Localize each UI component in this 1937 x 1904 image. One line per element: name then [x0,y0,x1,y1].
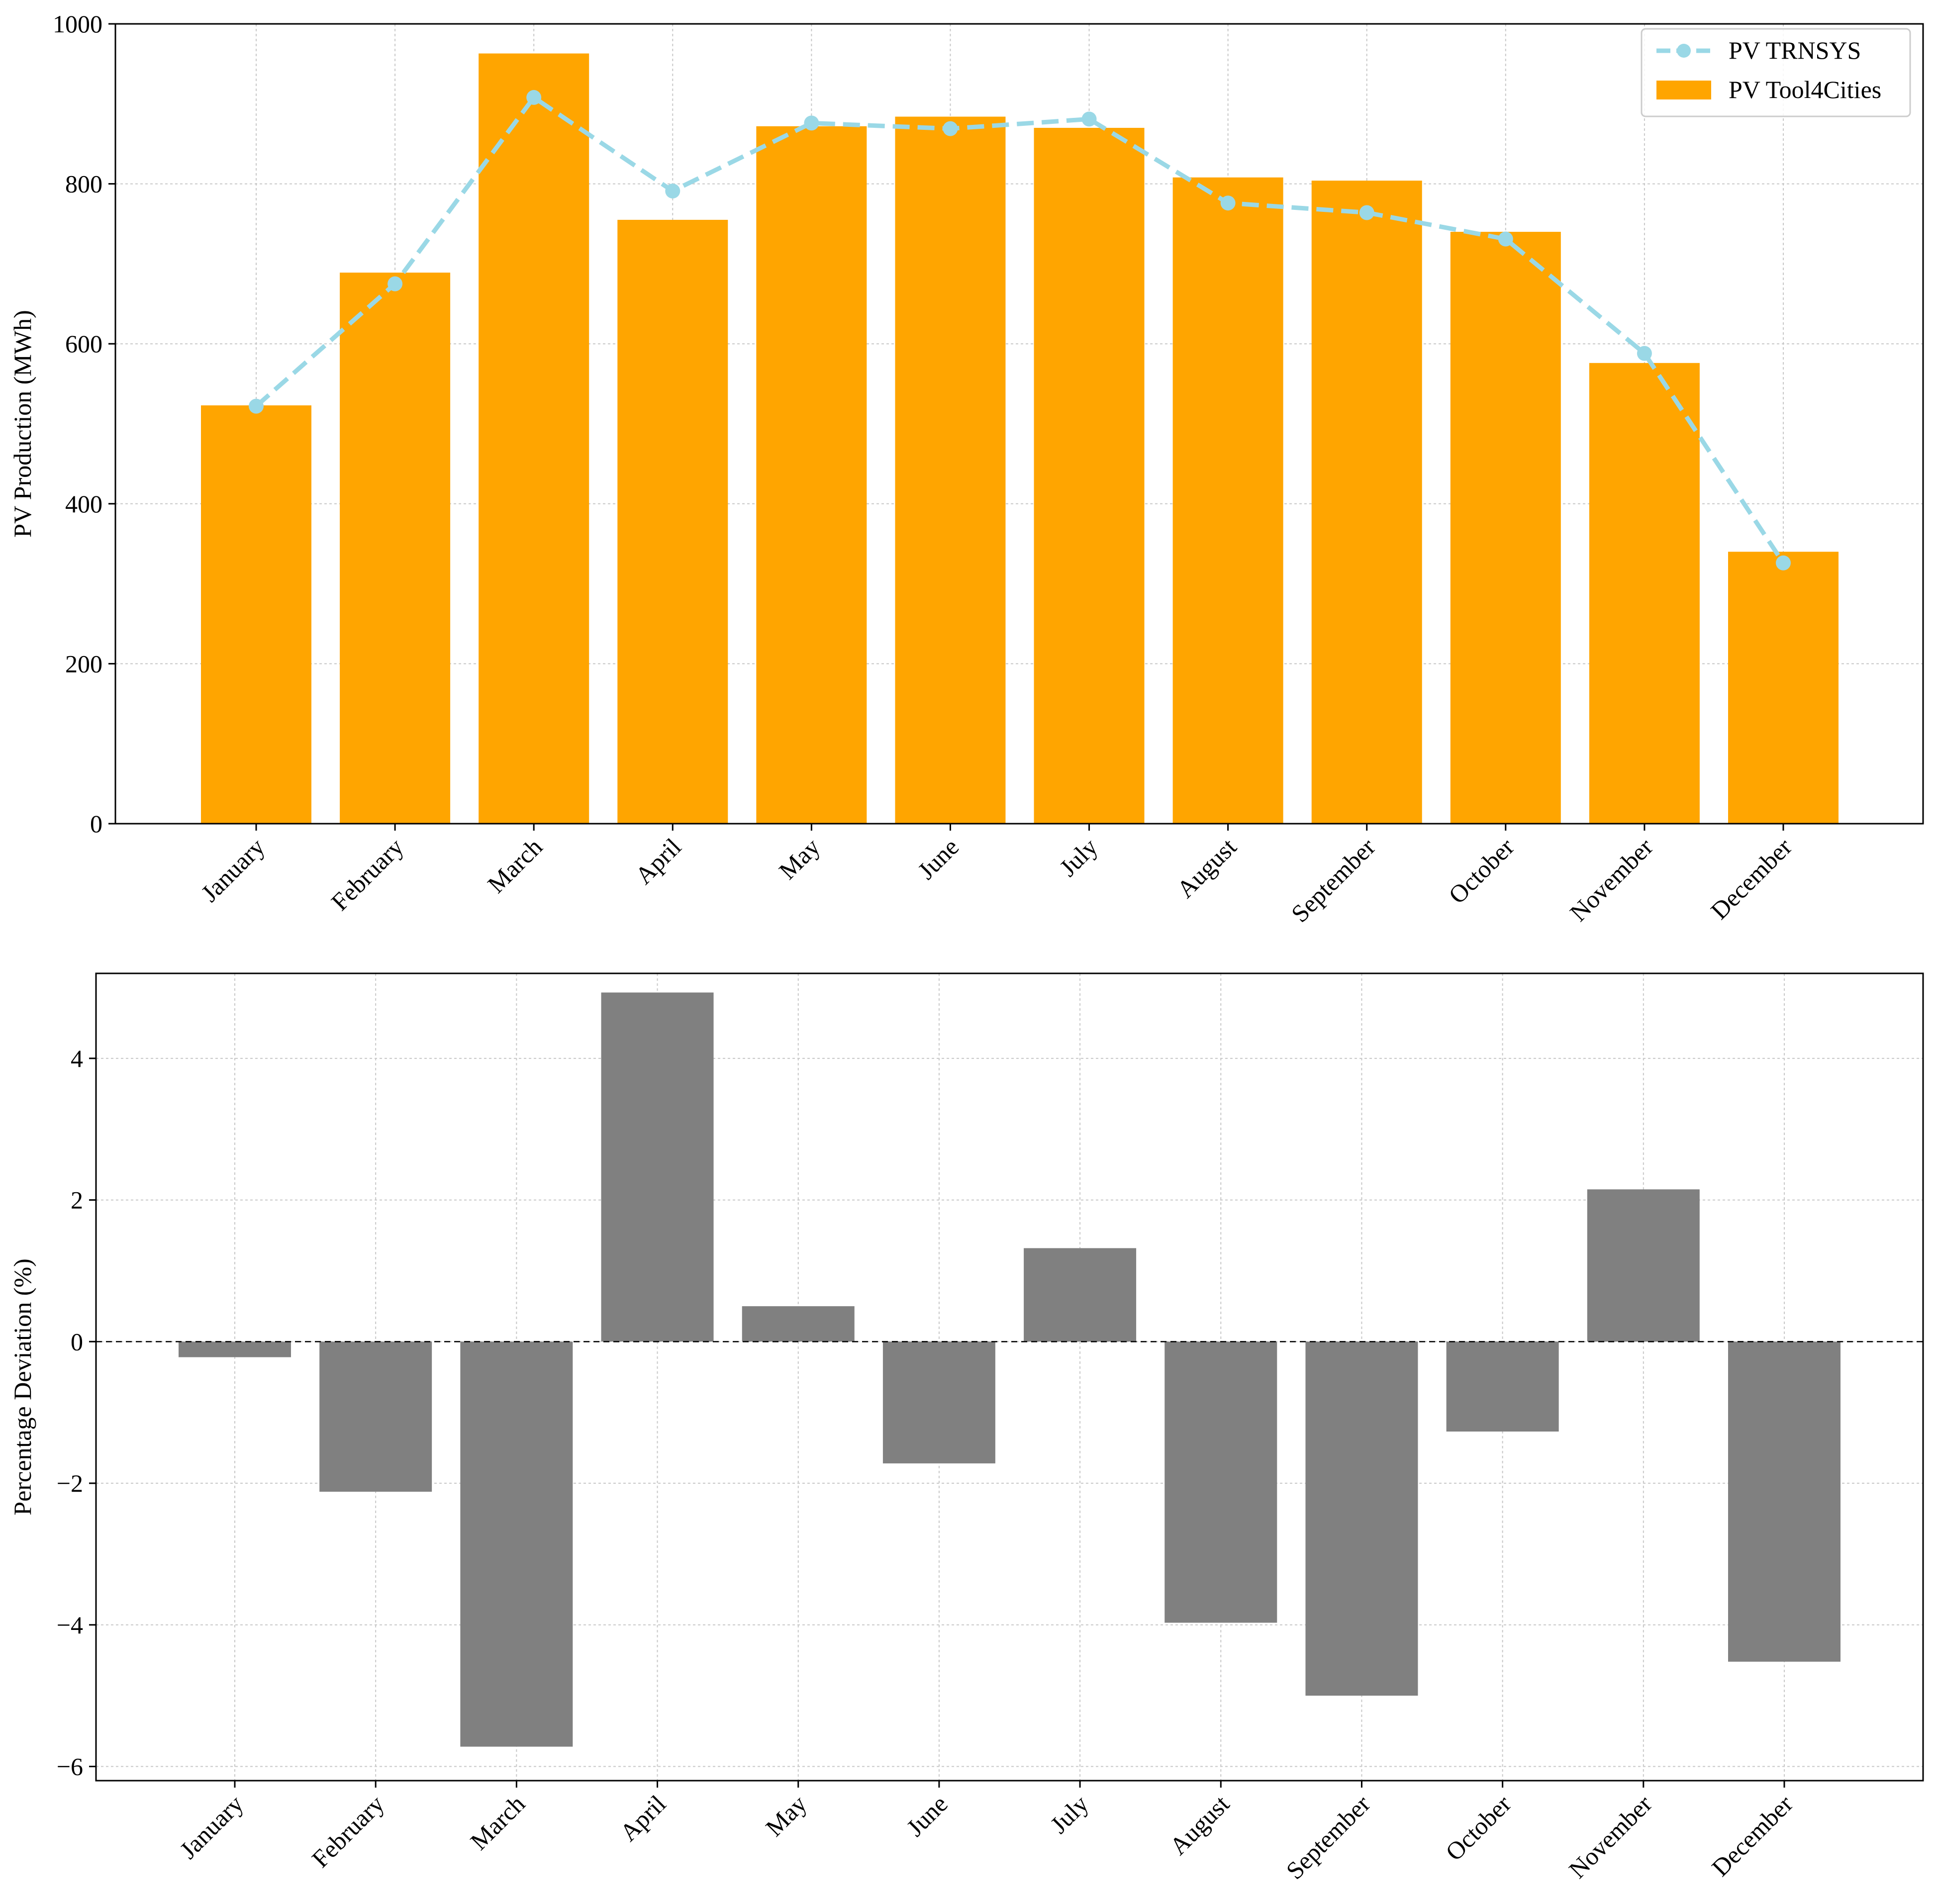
bottom-ytick-label-0: 0 [71,1328,83,1355]
bottom-xtick-label-august: August [1164,1790,1235,1860]
bar-deviation-april [601,992,714,1342]
bar-deviation-january [179,1341,291,1357]
bottom-ytick-label-4: 4 [71,1045,83,1072]
point-trnsys-february [387,276,403,291]
top-xtick-label-august: August [1171,833,1242,903]
point-trnsys-may [804,115,819,131]
top-xtick-label-february: February [326,833,409,916]
point-trnsys-january [249,398,264,414]
bottom-ytick-label-2: 2 [71,1186,83,1214]
bar-tool4cities-january [201,405,311,824]
legend-label-pv-trnsys: PV TRNSYS [1729,36,1861,64]
point-trnsys-august [1220,195,1236,211]
top-xtick-label-november: November [1564,833,1658,927]
bar-tool4cities-november [1589,363,1700,824]
bar-tool4cities-june [895,116,1006,824]
legend-line-dot [1677,44,1691,58]
point-trnsys-june [943,121,958,136]
top-bars [201,53,1839,824]
bottom-chart-deviation: −6 −4 −2 0 2 4 January February March April May Ju… [8,972,1924,1885]
top-xtick-label-march: March [482,833,548,898]
top-y-ticks: 0 200 400 600 800 1000 [53,10,115,838]
bar-tool4cities-december [1728,552,1839,824]
bottom-axes-frame [95,972,1924,1782]
top-ytick-label-800: 800 [65,170,102,198]
bar-deviation-july [1024,1248,1137,1342]
point-trnsys-april [665,184,680,199]
top-line [249,90,1791,571]
bar-tool4cities-february [340,273,451,824]
bottom-xtick-label-july: July [1045,1790,1094,1839]
top-xtick-label-april: April [630,833,686,889]
bar-deviation-february [319,1341,432,1492]
bar-deviation-september [1305,1341,1418,1696]
bar-tool4cities-may [756,126,867,824]
top-ytick-label-600: 600 [65,330,102,358]
legend-bar-swatch [1656,81,1711,99]
top-xtick-label-october: October [1443,833,1520,909]
bar-tool4cities-march [479,53,589,824]
point-trnsys-october [1498,231,1513,247]
bar-tool4cities-april [617,219,728,824]
bottom-bars [179,992,1840,1747]
bar-deviation-march [460,1341,573,1747]
top-ytick-label-0: 0 [90,810,102,838]
bottom-xtick-label-june: June [901,1790,953,1841]
point-trnsys-march [526,90,542,105]
bar-deviation-december [1728,1341,1840,1662]
legend-label-pv-tool4cities: PV Tool4Cities [1729,76,1881,103]
top-xtick-label-may: May [774,833,825,884]
top-ytick-label-1000: 1000 [53,10,102,38]
bottom-xtick-label-february: February [306,1790,389,1873]
bottom-xtick-label-march: March [465,1790,530,1855]
bottom-ytick-label-minus4: −4 [57,1611,83,1639]
bar-deviation-october [1446,1341,1559,1432]
top-ytick-label-400: 400 [65,490,102,518]
point-trnsys-september [1359,205,1374,220]
top-xtick-label-july: July [1054,833,1103,882]
top-xtick-label-january: January [195,833,270,907]
bar-tool4cities-september [1311,181,1422,824]
legend: PV TRNSYS PV Tool4Cities [1641,28,1911,117]
top-xtick-label-december: December [1705,833,1797,925]
bar-deviation-may [742,1306,855,1342]
bar-tool4cities-august [1172,177,1283,824]
point-trnsys-july [1081,111,1097,127]
top-y-axis-label: PV Production (MWh) [8,310,36,537]
point-trnsys-november [1637,346,1652,361]
bottom-xtick-label-december: December [1706,1790,1798,1882]
bottom-xtick-label-november: November [1563,1790,1657,1884]
top-chart-production: 0 200 400 600 800 1000 January February March Ap… [8,10,1924,928]
bottom-y-axis-label: Percentage Deviation (%) [8,1258,36,1515]
top-ytick-label-200: 200 [65,650,102,677]
point-trnsys-december [1776,555,1791,571]
bar-deviation-june [882,1341,995,1464]
bar-tool4cities-july [1034,128,1145,824]
bottom-x-ticks: January February March April May June July Augu… [174,1781,1798,1885]
bottom-xtick-label-april: April [614,1790,671,1846]
bottom-xtick-label-may: May [760,1790,812,1841]
line-pv-trnsys [255,95,1785,565]
bottom-y-ticks: −6 −4 −2 0 2 4 [57,1045,96,1781]
top-xtick-label-june: June [912,833,964,884]
top-axes-frame [114,23,1924,825]
bottom-xtick-label-january: January [174,1790,249,1864]
top-xtick-label-september: September [1286,833,1381,928]
top-x-ticks: January February March April May June July Augu… [195,824,1797,928]
bar-tool4cities-october [1450,232,1561,824]
bar-deviation-august [1164,1341,1277,1623]
bar-deviation-november [1587,1189,1700,1342]
bottom-xtick-label-october: October [1440,1790,1517,1866]
bottom-xtick-label-september: September [1280,1790,1375,1885]
bottom-ytick-label-minus6: −6 [57,1753,83,1781]
bottom-ytick-label-minus2: −2 [57,1469,83,1497]
